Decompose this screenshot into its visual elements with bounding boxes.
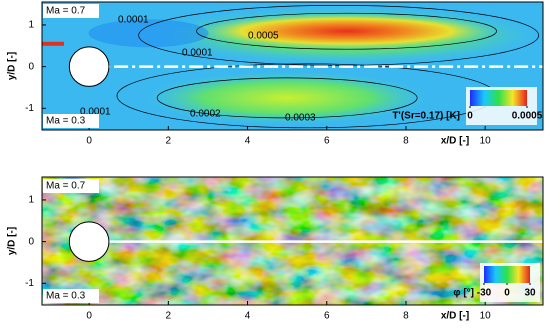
annotation-box [43, 114, 99, 128]
y-tick-label: -1 [25, 103, 34, 114]
x-axis-label: x/D [-] [441, 311, 469, 322]
x-tick-label: 2 [166, 136, 172, 147]
x-axis-label: x/D [-] [441, 136, 469, 147]
x-tick-label: 8 [403, 311, 409, 322]
colorbar-tick-label: 0 [504, 288, 510, 299]
x-tick-label: 10 [480, 136, 492, 147]
annotation: Ma = 0.7 [46, 181, 86, 192]
x-tick-label: 2 [166, 311, 172, 322]
contour-label: 0.0001 [118, 15, 149, 26]
contour-line [138, 5, 539, 66]
contour-label: 0.0005 [248, 31, 279, 42]
y-tick-label: 0 [28, 236, 34, 247]
contour-line [196, 12, 497, 50]
y-tick-label: 1 [28, 195, 34, 206]
field-region [88, 19, 209, 48]
contour-label: 0.0001 [80, 107, 111, 118]
annotation-box [43, 179, 99, 193]
x-tick-label: 4 [245, 311, 251, 322]
contour-label: 0.0003 [285, 113, 316, 124]
colorbar-tick-label: -30 [477, 288, 492, 299]
plot-frame [41, 1, 544, 131]
x-tick-label: 0 [86, 136, 92, 147]
x-tick-label: 10 [480, 311, 492, 322]
colorbar-label: T'(Sr=0.17) [K] [392, 111, 460, 122]
x-tick-label: 6 [324, 136, 330, 147]
plot-frame [41, 176, 544, 306]
colorbar-tick-label: 30 [524, 288, 536, 299]
cylinder [68, 46, 110, 87]
annotation-box [43, 289, 99, 303]
cylinder [68, 221, 110, 262]
nozzle-lip [42, 41, 64, 46]
annotation-box [43, 4, 99, 18]
field-region [147, 71, 428, 124]
field-region [196, 13, 497, 50]
annotation: Ma = 0.3 [46, 291, 86, 302]
colorbar [470, 90, 527, 106]
y-tick-label: -1 [25, 278, 34, 289]
x-tick-label: 8 [403, 136, 409, 147]
colorbar-tick-label: 0 [467, 111, 473, 122]
field [42, 2, 543, 130]
colorbar [484, 266, 530, 283]
colorbar-tick-label: 0.0005 [512, 111, 543, 122]
y-tick-label: 0 [28, 61, 34, 72]
x-tick-label: 4 [245, 136, 251, 147]
contour-line [156, 77, 418, 119]
x-tick-label: 0 [86, 311, 92, 322]
contour-label: 0.0001 [182, 48, 213, 59]
x-tick-label: 6 [324, 311, 330, 322]
y-axis-label: y/D [-] [7, 227, 18, 255]
annotation: Ma = 0.7 [46, 6, 86, 17]
y-tick-label: 1 [28, 20, 34, 31]
y-axis-label: y/D [-] [7, 52, 18, 80]
annotation: Ma = 0.3 [46, 116, 86, 127]
field [42, 177, 543, 305]
colorbar-label: φ [°] [453, 288, 474, 299]
contour-label: 0.0002 [190, 109, 221, 120]
